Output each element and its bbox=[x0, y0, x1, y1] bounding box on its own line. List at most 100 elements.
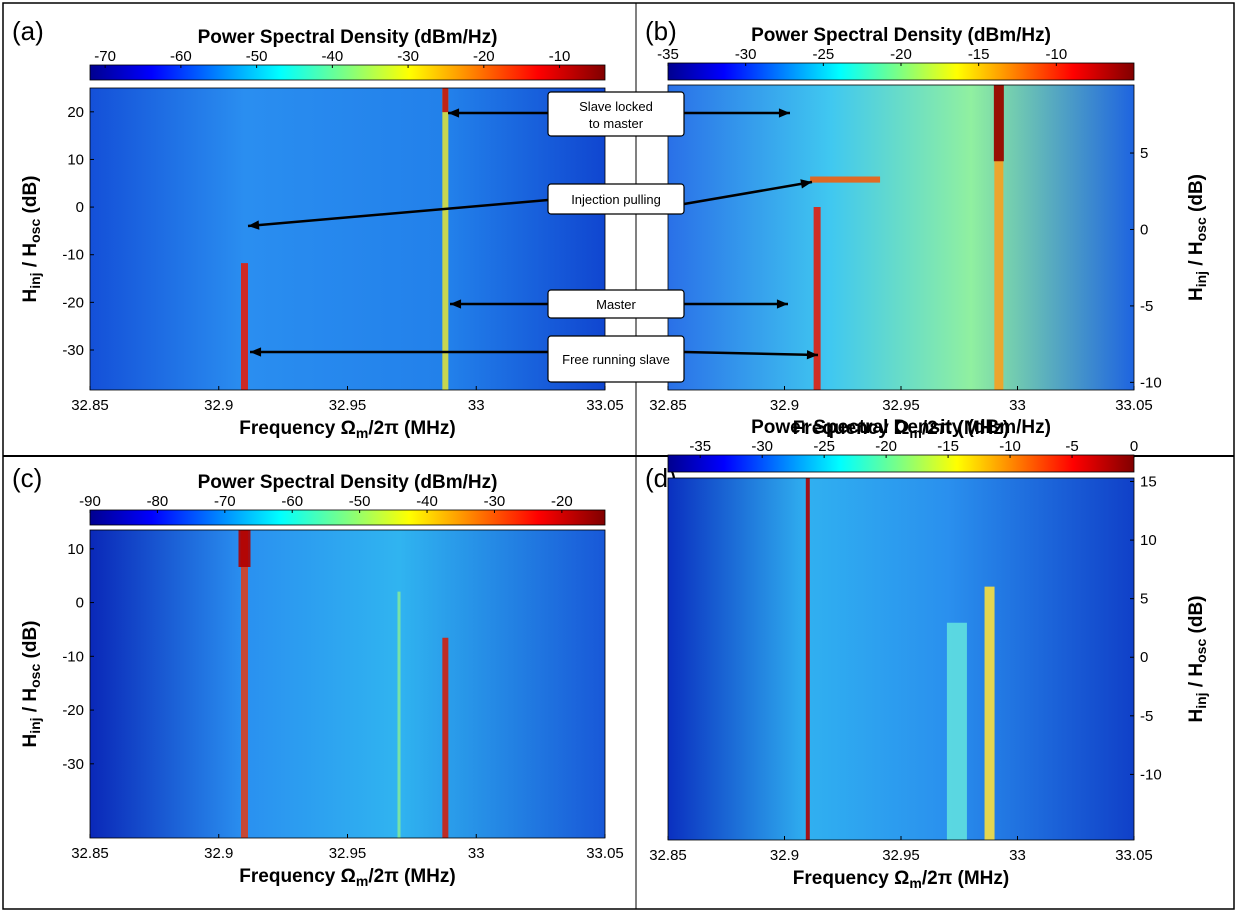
y-tick-label: 0 bbox=[76, 199, 84, 216]
y-label-part: inj bbox=[27, 272, 43, 288]
annotation-text: Free running slave bbox=[562, 352, 670, 367]
colorbar-tick-label: -20 bbox=[473, 48, 495, 65]
x-label-part: m bbox=[909, 425, 921, 441]
colorbar-tick-label: -50 bbox=[349, 493, 371, 510]
y-tick-label: -20 bbox=[62, 702, 84, 719]
heatmap bbox=[90, 530, 605, 838]
colorbar-title: Power Spectral Density (dBm/Hz) bbox=[198, 472, 498, 493]
colorbar-tick-label: 0 bbox=[1130, 438, 1138, 455]
colorbar-title: Power Spectral Density (dBm/Hz) bbox=[751, 417, 1051, 438]
y-label-part: / H bbox=[20, 243, 41, 273]
heatmap bbox=[668, 478, 1134, 840]
x-tick-label: 33 bbox=[1009, 847, 1026, 864]
x-label-part: m bbox=[356, 425, 368, 441]
x-tick-label: 33 bbox=[468, 845, 485, 862]
colorbar-tick-label: -25 bbox=[812, 46, 834, 63]
x-tick-label: 32.9 bbox=[770, 397, 799, 414]
colorbar-tick-label: -20 bbox=[551, 493, 573, 510]
x-label-part: Frequency Ω bbox=[793, 868, 910, 889]
panel-label: (c) bbox=[12, 463, 42, 493]
x-tick-label: 33.05 bbox=[1115, 847, 1153, 864]
x-label-part: Frequency Ω bbox=[239, 866, 356, 887]
y-label-part: (dB) bbox=[1186, 595, 1207, 638]
y-label-part: H bbox=[1186, 287, 1207, 301]
arrow-head bbox=[450, 299, 462, 309]
colorbar bbox=[667, 454, 1135, 473]
annotation-box bbox=[547, 183, 685, 215]
arrow bbox=[247, 198, 549, 228]
x-tick-label: 32.85 bbox=[649, 397, 687, 414]
x-label-part: /2π (MHz) bbox=[922, 868, 1009, 889]
y-tick-label: 5 bbox=[1140, 145, 1148, 162]
x-label-part: /2π (MHz) bbox=[368, 418, 455, 439]
y-tick-label: 0 bbox=[1140, 649, 1148, 666]
x-tick-label: 32.95 bbox=[329, 397, 367, 414]
colorbar-tick-label: -90 bbox=[79, 493, 101, 510]
x-tick-label: 32.85 bbox=[71, 397, 109, 414]
y-tick-label: -5 bbox=[1140, 708, 1153, 725]
y-label-part: inj bbox=[1193, 271, 1209, 287]
colorbar-tick-label: -35 bbox=[689, 438, 711, 455]
panel-label: (a) bbox=[12, 16, 44, 46]
x-tick-label: 33.05 bbox=[586, 397, 624, 414]
colorbar-tick-label: -20 bbox=[875, 438, 897, 455]
annotation-box bbox=[547, 289, 685, 319]
y-label-part: osc bbox=[1193, 639, 1209, 663]
x-tick-label: 33.05 bbox=[586, 845, 624, 862]
arrow-head bbox=[248, 220, 260, 230]
x-label-part: m bbox=[356, 873, 368, 889]
x-tick-label: 32.9 bbox=[770, 847, 799, 864]
x-label-part: /2π (MHz) bbox=[922, 418, 1009, 439]
annotation-line: Slave locked bbox=[579, 99, 653, 114]
x-tick-label: 33.05 bbox=[1115, 397, 1153, 414]
colorbar-tick-label: -30 bbox=[751, 438, 773, 455]
annotation-text: Master bbox=[596, 297, 636, 312]
y-axis-label: Hinj / Hosc (dB) bbox=[20, 175, 43, 302]
colorbar-tick-label: -60 bbox=[281, 493, 303, 510]
annotation-line: to master bbox=[589, 116, 644, 131]
arrow-head bbox=[776, 299, 788, 309]
y-tick-label: -10 bbox=[1140, 766, 1162, 783]
y-tick-label: 20 bbox=[67, 104, 84, 121]
colorbar-tick-label: -40 bbox=[416, 493, 438, 510]
y-tick-label: -30 bbox=[62, 342, 84, 359]
y-label-part: osc bbox=[27, 219, 43, 243]
y-tick-label: -10 bbox=[62, 648, 84, 665]
y-label-part: H bbox=[20, 289, 41, 303]
colorbar bbox=[89, 509, 606, 526]
colorbar-tick-label: -5 bbox=[1065, 438, 1078, 455]
y-tick-label: -30 bbox=[62, 756, 84, 773]
y-label-part: / H bbox=[1186, 663, 1207, 693]
x-axis-label: Frequency Ωm/2π (MHz) bbox=[793, 418, 1009, 441]
y-tick-label: 15 bbox=[1140, 474, 1157, 491]
y-label-part: inj bbox=[27, 717, 43, 733]
y-label-part: H bbox=[20, 734, 41, 748]
annotation-box bbox=[547, 335, 685, 383]
y-label-part: H bbox=[1186, 709, 1207, 723]
colorbar-tick-label: -40 bbox=[322, 48, 344, 65]
annotation-text: Injection pulling bbox=[571, 192, 661, 207]
colorbar-tick-label: -80 bbox=[147, 493, 169, 510]
colorbar-title: Power Spectral Density (dBm/Hz) bbox=[751, 25, 1051, 46]
x-axis-label: Frequency Ωm/2π (MHz) bbox=[239, 866, 455, 889]
x-tick-label: 32.95 bbox=[882, 847, 920, 864]
x-label-part: m bbox=[909, 875, 921, 891]
colorbar-tick-label: -60 bbox=[170, 48, 192, 65]
colorbar-tick-label: -10 bbox=[999, 438, 1021, 455]
arrow-head bbox=[448, 108, 460, 118]
y-label-part: (dB) bbox=[1186, 174, 1207, 217]
x-label-part: Frequency Ω bbox=[239, 418, 356, 439]
colorbar-tick-label: -15 bbox=[968, 46, 990, 63]
colorbar-title: Power Spectral Density (dBm/Hz) bbox=[198, 27, 498, 48]
annotation-text: Slave locked to master bbox=[579, 99, 653, 131]
y-tick-label: -10 bbox=[1140, 374, 1162, 391]
colorbar-tick-label: -30 bbox=[397, 48, 419, 65]
arrow bbox=[683, 350, 819, 357]
y-label-part: / H bbox=[20, 688, 41, 718]
arrow-head bbox=[806, 350, 818, 360]
y-label-part: (dB) bbox=[20, 175, 41, 218]
x-label-part: /2π (MHz) bbox=[368, 866, 455, 887]
colorbar-tick-label: -50 bbox=[246, 48, 268, 65]
y-tick-label: -10 bbox=[62, 247, 84, 264]
